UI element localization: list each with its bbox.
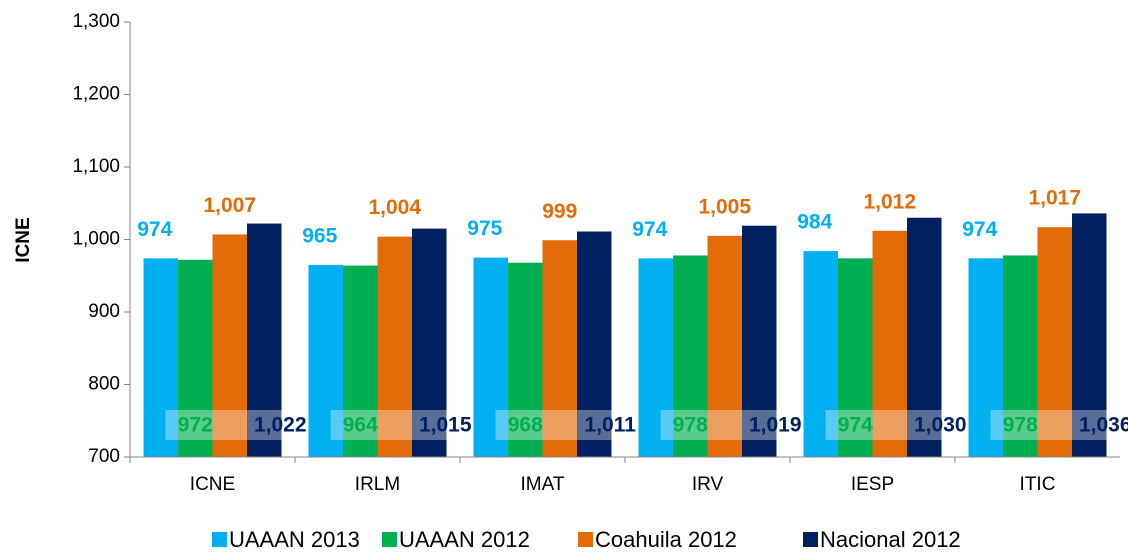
x-tick-label: ICNE xyxy=(190,474,235,495)
data-label: 1,007 xyxy=(203,194,256,217)
y-tick-label: 1,000 xyxy=(72,229,120,250)
data-label: 965 xyxy=(302,224,337,247)
data-label: 975 xyxy=(467,217,502,240)
label-box xyxy=(990,410,1107,440)
data-label: 1,017 xyxy=(1028,187,1081,210)
x-tick-label: IMAT xyxy=(521,474,565,495)
y-tick-label: 1,300 xyxy=(72,11,120,32)
bar xyxy=(1003,255,1038,457)
y-axis-title: ICNE xyxy=(13,217,34,262)
label-box xyxy=(165,410,282,440)
bar xyxy=(968,258,1003,457)
legend-swatch xyxy=(578,532,593,547)
data-label: 1,030 xyxy=(914,414,967,437)
bar xyxy=(473,257,508,457)
bar xyxy=(212,234,247,457)
data-label: 1,036 xyxy=(1079,414,1128,437)
bar xyxy=(412,228,447,457)
legend-label: Nacional 2012 xyxy=(820,527,961,552)
bar xyxy=(542,240,577,457)
bar xyxy=(1037,227,1072,457)
bar xyxy=(508,262,543,457)
bar xyxy=(143,258,178,457)
y-tick-label: 700 xyxy=(88,446,120,467)
bar xyxy=(178,259,213,457)
y-tick-label: 1,200 xyxy=(72,84,120,105)
data-label: 978 xyxy=(1003,414,1038,437)
bar xyxy=(707,235,742,457)
bar xyxy=(673,255,708,457)
bar xyxy=(343,265,378,457)
data-label: 1,019 xyxy=(749,414,802,437)
bar xyxy=(872,230,907,457)
bar xyxy=(838,258,873,457)
data-label: 1,022 xyxy=(254,414,307,437)
bar xyxy=(1072,213,1107,457)
data-label: 968 xyxy=(508,414,543,437)
bar xyxy=(742,225,777,457)
x-tick-label: ITIC xyxy=(1020,474,1056,495)
x-tick-label: IESP xyxy=(851,474,894,495)
legend-label: Coahuila 2012 xyxy=(595,527,737,552)
legend-swatch xyxy=(382,532,397,547)
data-label: 1,004 xyxy=(368,196,421,219)
y-tick-label: 1,100 xyxy=(72,156,120,177)
data-label: 974 xyxy=(632,218,667,241)
data-label: 1,011 xyxy=(585,414,637,437)
x-tick-label: IRLM xyxy=(355,474,400,495)
y-tick-label: 900 xyxy=(88,301,120,322)
bar xyxy=(638,258,673,457)
data-label: 978 xyxy=(673,414,708,437)
data-label: 974 xyxy=(137,218,172,241)
data-label: 964 xyxy=(343,414,378,437)
y-tick-label: 800 xyxy=(88,374,120,395)
data-label: 972 xyxy=(178,414,213,437)
data-label: 1,005 xyxy=(698,195,751,218)
legend-label: UAAAN 2012 xyxy=(399,527,530,552)
bar xyxy=(803,251,838,457)
bar xyxy=(577,231,612,457)
label-box xyxy=(495,410,612,440)
label-box xyxy=(825,410,942,440)
data-label: 999 xyxy=(542,200,577,223)
data-label: 974 xyxy=(838,414,873,437)
label-box xyxy=(330,410,447,440)
data-label: 1,012 xyxy=(863,190,916,213)
data-label: 984 xyxy=(797,211,832,234)
label-box xyxy=(660,410,777,440)
data-label: 974 xyxy=(962,218,997,241)
data-label: 1,015 xyxy=(419,414,472,437)
legend-swatch xyxy=(212,532,227,547)
bar xyxy=(377,236,412,457)
bar xyxy=(247,223,282,457)
bar xyxy=(308,264,343,457)
legend-label: UAAAN 2013 xyxy=(229,527,360,552)
legend-swatch xyxy=(803,532,818,547)
x-tick-label: IRV xyxy=(692,474,724,495)
bar xyxy=(907,217,942,457)
